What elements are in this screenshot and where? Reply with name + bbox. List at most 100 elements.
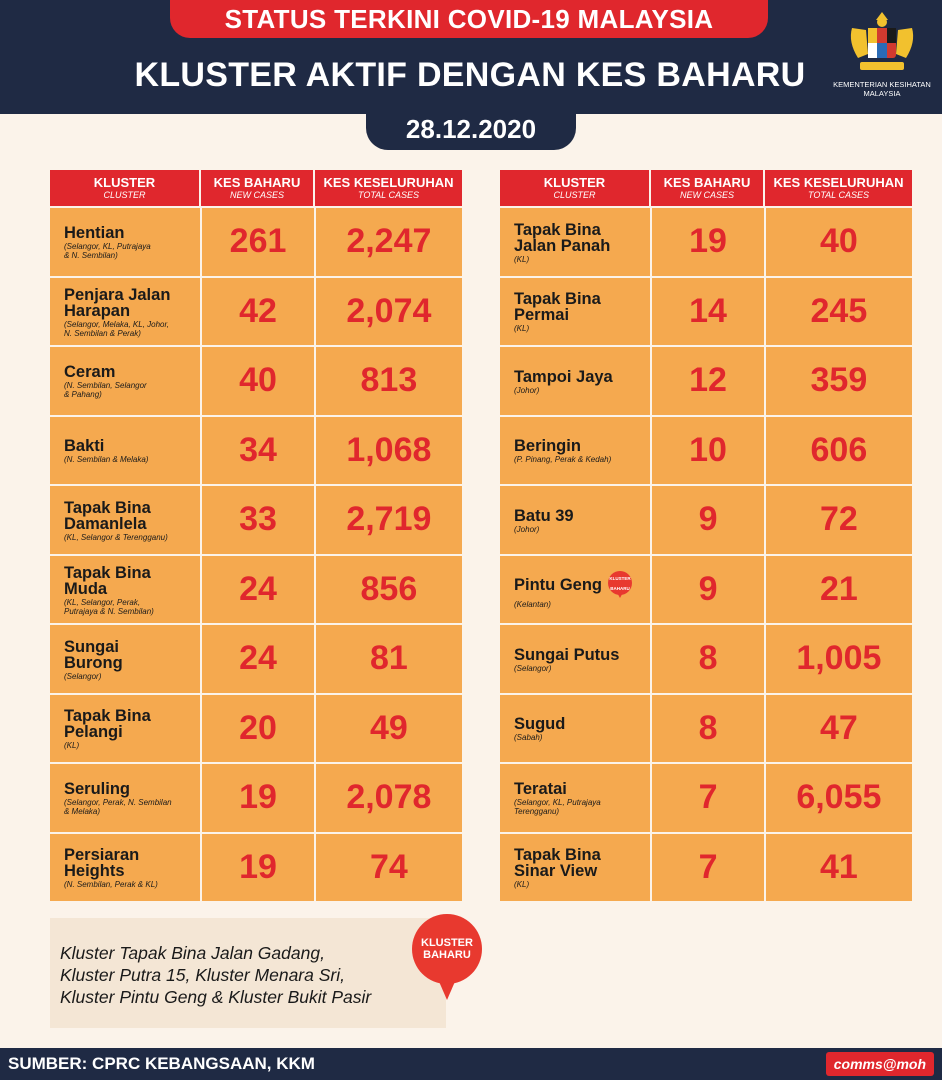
new-cases-value: 24 [202,625,314,693]
new-cases-value: 7 [652,764,764,832]
cluster-name: Tampoi Jaya [514,367,613,386]
total-cases-value: 856 [315,555,462,623]
table-row: Ceram (N. Sembilan, Selangor & Pahang) 40 8… [50,347,462,415]
cluster-location: (P. Pinang, Perak & Kedah) [514,455,612,465]
new-cases-value: 34 [202,416,314,484]
header-new-cases: KES BAHARU NEW CASES [201,170,315,206]
cluster-cell: Penjara Jalan Harapan (Selangor, Melaka, … [50,277,201,345]
cluster-cell: Tapak Bina Sinar View (KL) [500,833,651,901]
total-cases-value: 1,005 [765,625,912,693]
total-cases-value: 1,068 [315,416,462,484]
note-line: Kluster Tapak Bina Jalan Gadang, [60,943,325,963]
total-cases-value: 49 [315,694,462,762]
ministry-logo: KEMENTERIAN KESIHATAN MALAYSIA [830,10,934,110]
header-cluster: KLUSTER CLUSTER [50,170,201,206]
new-cases-value: 7 [652,833,764,901]
cluster-location: (N. Sembilan & Melaka) [64,455,149,465]
cluster-location: (KL, Selangor, Perak, Putrajaya & N. Sem… [64,597,154,616]
total-cases-value: 813 [315,347,462,415]
cluster-cell: Sungai Putus (Selangor) [500,625,651,693]
header-cluster: KLUSTER CLUSTER [500,170,651,206]
total-cases-value: 6,055 [765,764,912,832]
cluster-cell: Tampoi Jaya (Johor) [500,347,651,415]
new-cases-value: 9 [652,486,764,554]
cluster-name: Tapak Bina Muda [64,563,151,598]
note-line: Kluster Pintu Geng & Kluster Bukit Pasir [60,987,372,1007]
cluster-cell: Tapak Bina Jalan Panah (KL) [500,208,651,276]
header-banner: STATUS TERKINI COVID-19 MALAYSIA KLUSTER… [0,0,942,114]
total-cases-value: 2,247 [315,208,462,276]
total-cases-value: 72 [765,486,912,554]
cluster-location: (KL) [514,254,530,264]
table-row: Bakti (N. Sembilan & Melaka) 34 1,068 [50,416,462,484]
header-new-cases: KES BAHARU NEW CASES [651,170,765,206]
header-total-cases: KES KESELURUHAN TOTAL CASES [773,175,904,201]
cluster-cell: Hentian (Selangor, KL, Putrajaya & N. Sem… [50,208,201,276]
table-row: Tapak Bina Damanlela (KL, Selangor & Tere… [50,486,462,554]
cluster-cell: Tapak Bina Damanlela (KL, Selangor & Tere… [50,486,201,554]
cluster-name: Beringin [514,437,581,456]
table-row: Batu 39 (Johor) 9 72 [500,486,912,554]
new-cases-value: 42 [202,277,314,345]
note-line: Kluster Putra 15, Kluster Menara Sri, [60,965,345,985]
cluster-location: (KL) [514,880,530,890]
new-cases-value: 261 [202,208,314,276]
cluster-name: Batu 39 [514,506,574,525]
cluster-cell: Seruling (Selangor, Perak, N. Sembilan & … [50,764,201,832]
cluster-cell: Sungai Burong (Selangor) [50,625,201,693]
table-header: KLUSTER CLUSTER KES BAHARU NEW CASES KES K… [50,170,462,206]
cluster-location: (Selangor, KL, Putrajaya & N. Sembilan) [64,242,151,261]
page-title: KLUSTER AKTIF DENGAN KES BAHARU [134,56,806,94]
cluster-cell: Persiaran Heights (N. Sembilan, Perak & K… [50,833,201,901]
total-cases-value: 2,719 [315,486,462,554]
table-row: Tapak Bina Permai (KL) 14 245 [500,277,912,345]
total-cases-value: 359 [765,347,912,415]
badge-line: KLUSTER [421,937,473,949]
new-cases-value: 19 [652,208,764,276]
cluster-location: (Sabah) [514,733,543,743]
table-header: KLUSTER CLUSTER KES BAHARU NEW CASES KES K… [500,170,912,206]
new-cases-value: 20 [202,694,314,762]
new-cases-value: 9 [652,555,764,623]
cluster-cell: Ceram (N. Sembilan, Selangor & Pahang) [50,347,201,415]
cluster-name: Tapak Bina Permai [514,290,601,325]
table-row: Tapak Bina Muda (KL, Selangor, Perak, Put… [50,555,462,623]
table-row: Sugud (Sabah) 8 47 [500,694,912,762]
table-row: Sungai Burong (Selangor) 24 81 [50,625,462,693]
handle-badge: comms@moh [825,1052,934,1076]
cluster-location: (Selangor, KL, Putrajaya Terengganu) [514,798,601,817]
table-row: Tapak Bina Pelangi (KL) 20 49 [50,694,462,762]
cluster-cell: Bakti (N. Sembilan & Melaka) [50,416,201,484]
cluster-location: (N. Sembilan, Perak & KL) [64,880,158,890]
table-row: Tapak Bina Sinar View (KL) 7 41 [500,833,912,901]
total-cases-value: 2,078 [315,764,462,832]
status-ribbon: STATUS TERKINI COVID-19 MALAYSIA [170,0,768,38]
cluster-name: Teratai [514,780,567,799]
new-cluster-pin-icon: KLUSTER BAHARU [412,914,482,1002]
cluster-name: Seruling [64,780,131,799]
cluster-location: (KL, Selangor & Terengganu) [64,532,168,542]
table-row: Persiaran Heights (N. Sembilan, Perak & K… [50,833,462,901]
cluster-location: (Selangor) [514,663,552,673]
total-cases-value: 81 [315,625,462,693]
source-credit: SUMBER: CPRC KEBANGSAAN, KKM [8,1054,315,1073]
cluster-name: Pintu Geng [514,576,602,595]
table-row: Seruling (Selangor, Perak, N. Sembilan & … [50,764,462,832]
cluster-name: Sungai Putus [514,645,620,664]
cluster-cell: Tapak Bina Permai (KL) [500,277,651,345]
cluster-cell: Tapak Bina Muda (KL, Selangor, Perak, Put… [50,555,201,623]
table-row: Teratai (Selangor, KL, Putrajaya Terengga… [500,764,912,832]
cluster-cell: Pintu Geng KLUSTER BAHARU (Kelantan) [500,555,651,623]
new-clusters-note: Kluster Tapak Bina Jalan Gadang, Kluster… [50,918,446,1028]
cluster-name: Bakti [64,437,105,456]
new-cases-value: 8 [652,625,764,693]
new-cases-value: 12 [652,347,764,415]
coat-of-arms-icon [850,12,914,70]
cluster-location: (Johor) [514,385,540,395]
cluster-name: Tapak Bina Jalan Panah [514,220,611,255]
total-cases-value: 245 [765,277,912,345]
table-row: Penjara Jalan Harapan (Selangor, Melaka, … [50,277,462,345]
cluster-cell: Beringin (P. Pinang, Perak & Kedah) [500,416,651,484]
cluster-table-right: KLUSTER CLUSTER KES BAHARU NEW CASES KES K… [500,170,912,901]
cluster-table-left: KLUSTER CLUSTER KES BAHARU NEW CASES KES K… [50,170,462,901]
